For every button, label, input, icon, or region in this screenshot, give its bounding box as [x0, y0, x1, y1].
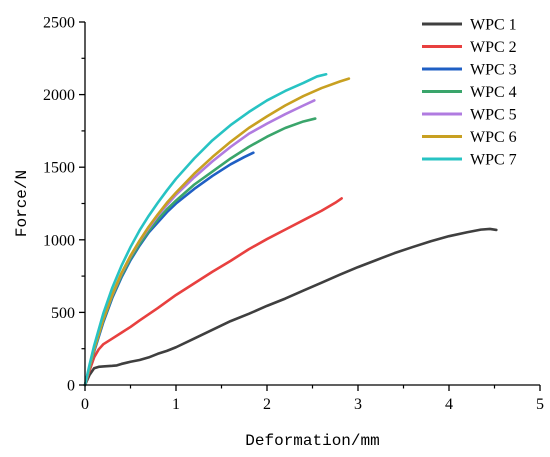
legend-label-wpc-4: WPC 4: [470, 84, 517, 101]
legend-label-wpc-5: WPC 5: [470, 107, 517, 124]
legend-label-wpc-3: WPC 3: [470, 62, 517, 79]
series-line-wpc-1: [83, 227, 498, 387]
x-tick-label: 3: [354, 396, 362, 413]
series-line-wpc-2: [83, 197, 343, 387]
legend-label-wpc-7: WPC 7: [470, 152, 517, 169]
legend-label-wpc-2: WPC 2: [470, 39, 517, 56]
legend-label-wpc-6: WPC 6: [470, 129, 517, 146]
x-tick-label: 0: [81, 396, 89, 413]
x-axis-title: Deformation/mm: [245, 432, 379, 450]
series-line-wpc-5: [83, 99, 316, 387]
legend-label-wpc-1: WPC 1: [470, 17, 517, 34]
legend: WPC 1 WPC 2 WPC 3 WPC 4 WPC 5 WPC 6 WPC 7: [422, 17, 517, 169]
y-tick-label: 500: [51, 305, 75, 322]
axes-layer: 0 1 2 3 4 5 0 500 1000 1500 2000 2500: [43, 15, 544, 414]
x-tick-label: 1: [172, 396, 180, 413]
series-line-wpc-7: [83, 72, 328, 387]
y-axis-title: Force/N: [13, 170, 31, 237]
x-tick-label: 4: [445, 396, 453, 413]
x-tick-label: 5: [536, 396, 544, 413]
y-tick-label: 0: [67, 378, 75, 395]
series-line-wpc-6: [83, 77, 351, 387]
y-tick-label: 1000: [43, 232, 75, 249]
y-tick-label: 2000: [43, 87, 75, 104]
x-tick-label: 2: [263, 396, 271, 413]
series-layer: [83, 72, 498, 387]
y-tick-label: 2500: [43, 15, 75, 32]
y-tick-label: 1500: [43, 160, 75, 177]
series-line-wpc-4: [83, 117, 317, 387]
